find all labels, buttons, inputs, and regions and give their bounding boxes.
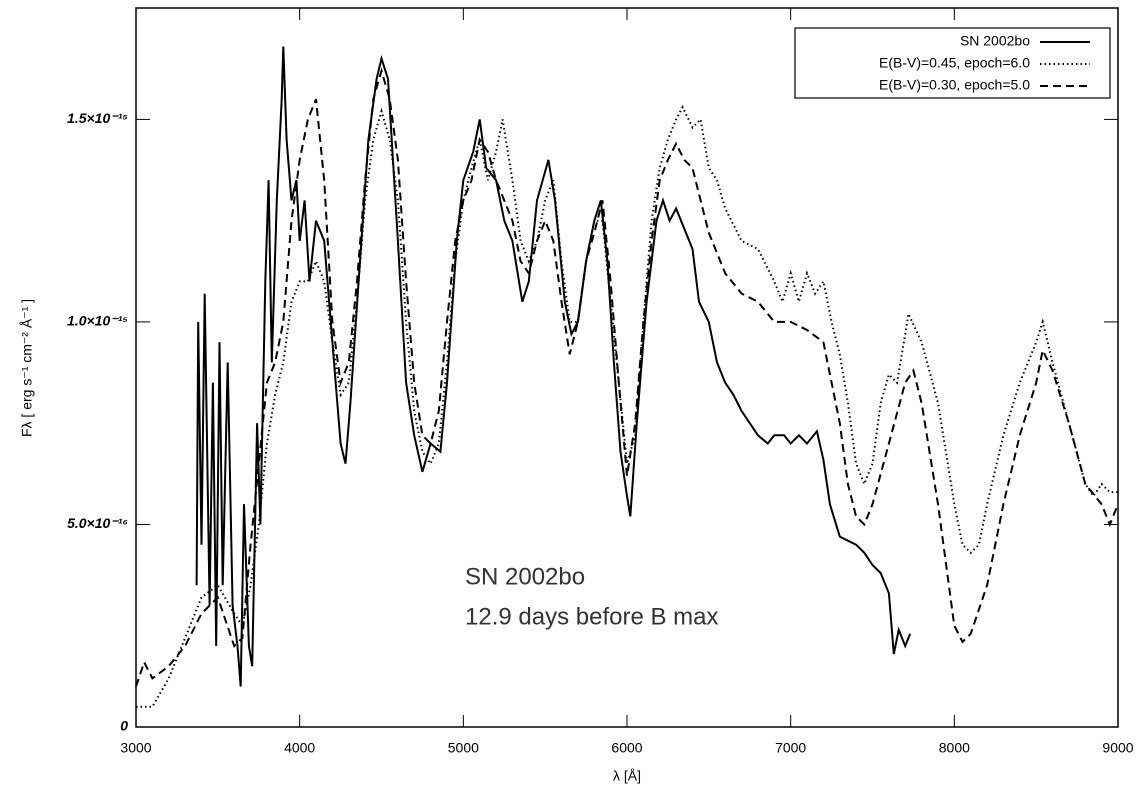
y-tick-label: 0: [120, 718, 128, 734]
legend-label: SN 2002bo: [960, 33, 1030, 49]
y-axis-label: Fλ [ erg s⁻¹ cm⁻² Å⁻¹ ]: [19, 299, 35, 437]
legend-label: E(B-V)=0.45, epoch=6.0: [879, 55, 1030, 71]
x-tick-label: 9000: [1102, 740, 1133, 756]
y-tick-label: 1.5×10⁻¹⁵: [67, 110, 128, 126]
annotation: 12.9 days before B max: [465, 603, 718, 630]
legend-label: E(B-V)=0.30, epoch=5.0: [879, 77, 1030, 93]
x-axis-label: λ [Å]: [613, 768, 641, 784]
x-tick-label: 8000: [939, 740, 970, 756]
spectrum-line: [136, 104, 1118, 708]
spectrum-line: [135, 67, 1119, 687]
x-tick-label: 4000: [284, 740, 315, 756]
x-tick-label: 6000: [611, 740, 642, 756]
annotation: SN 2002bo: [465, 563, 585, 590]
x-tick-label: 5000: [448, 740, 479, 756]
spectrum-line: [195, 46, 912, 687]
y-tick-label: 1.0×10⁻¹⁵: [67, 313, 128, 329]
x-tick-label: 3000: [120, 740, 151, 756]
x-tick-label: 7000: [775, 740, 806, 756]
y-tick-label: 5.0×10⁻¹⁶: [67, 515, 128, 531]
